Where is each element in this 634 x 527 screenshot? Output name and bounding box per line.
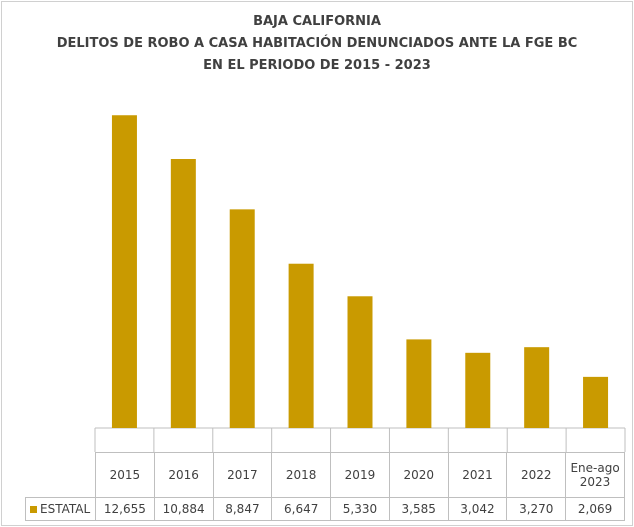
value-label: 6,647 (271, 497, 332, 521)
value-label: 12,655 (95, 497, 155, 521)
category-label: 2020 (388, 452, 449, 498)
value-label: 2,069 (565, 497, 625, 521)
legend-label: ESTATAL (40, 502, 91, 516)
bar (524, 347, 550, 428)
category-label: 2019 (330, 452, 390, 498)
value-label: 3,585 (388, 497, 449, 521)
bar (347, 296, 373, 428)
category-label: 2021 (447, 452, 508, 498)
value-label: 8,847 (212, 497, 273, 521)
value-label: 10,884 (153, 497, 214, 521)
bar (170, 159, 196, 429)
value-label: 3,042 (447, 497, 508, 521)
chart-title: EN EL PERIODO DE 2015 - 2023 (203, 58, 431, 73)
bar (465, 352, 491, 428)
bar (229, 209, 255, 428)
category-label: 2017 (212, 452, 273, 498)
legend-swatch (30, 506, 37, 513)
data-table: 2015 2016 2017 2018 2019 2020 2021 2022 Ene-ago … (25, 452, 625, 521)
chart-title: BAJA CALIFORNIA (253, 14, 381, 29)
chart: BAJA CALIFORNIA DELITOS DE ROBO A CASA HA… (57, 14, 626, 452)
category-label: 2022 (506, 452, 567, 498)
blank-cell (25, 452, 96, 498)
category-label: 2016 (153, 452, 214, 498)
bar (583, 376, 609, 428)
bar (406, 339, 432, 428)
category-label: 2015 (95, 452, 155, 498)
bar (288, 263, 314, 428)
legend-cell: ESTATAL (25, 497, 96, 521)
value-label: 3,270 (506, 497, 567, 521)
value-label: 5,330 (330, 497, 390, 521)
bar (111, 115, 137, 428)
chart-title: DELITOS DE ROBO A CASA HABITACIÓN DENUNC… (57, 35, 578, 51)
category-label: Ene-ago 2023 (565, 452, 625, 498)
category-label: 2018 (271, 452, 332, 498)
